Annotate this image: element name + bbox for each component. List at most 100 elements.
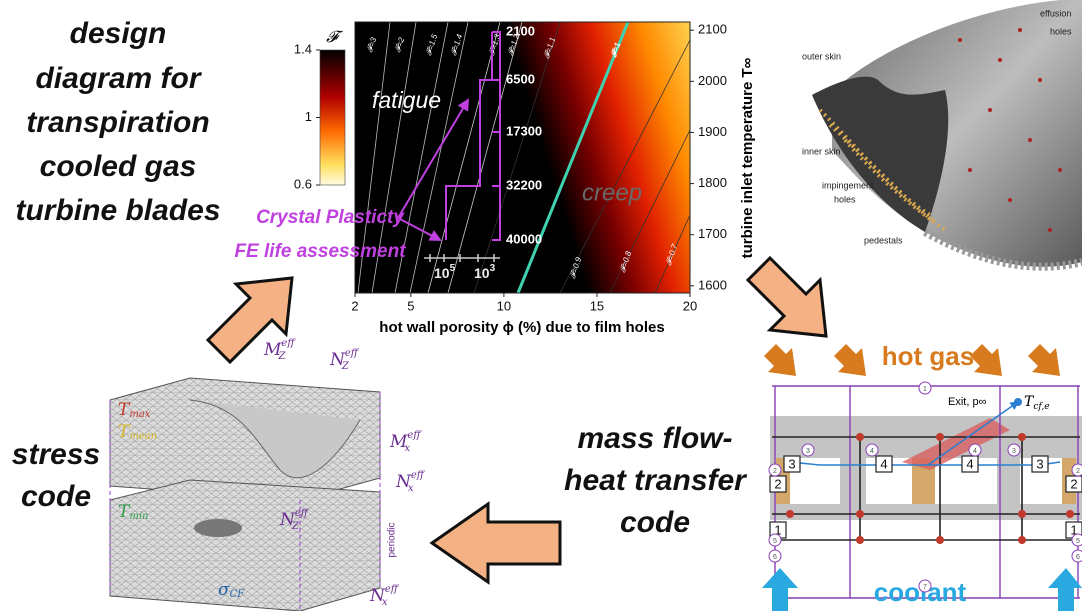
resistance-label: 2 [1070,476,1077,491]
y-tick-label: 1700 [698,226,727,241]
effusion-holes-part [958,38,962,42]
design-caption: design diagram for transpiration cooled … [15,17,220,227]
coolant-label: coolant [874,577,967,607]
lower-block [110,480,380,611]
x-axis-label: hot wall porosity ϕ (%) due to film hole… [379,319,664,336]
x-tick-label: 2 [351,298,358,313]
blade-label: impingement [822,180,874,190]
junctions-part [786,510,794,518]
subscript: x [408,483,414,494]
exit-temperature: Tcf,e [1024,394,1050,412]
node-label: 6 [773,554,777,561]
effusion-holes-part [1028,138,1032,142]
subscript: Z [277,351,286,362]
effusion-holes-part [1058,168,1062,172]
x-tick-label: 20 [683,298,697,313]
junctions-part [1018,433,1026,441]
resistance-label: 4 [966,456,973,471]
design-chart: 𝓕=3𝓕=2𝓕=1.5𝓕=1.4𝓕=1.3𝓕=1.2𝓕=1.1𝓕=1𝓕=0.9𝓕… [234,22,756,336]
arrow-down-right [748,258,826,336]
region-label: creep [582,179,642,206]
superscript: eff [407,430,422,441]
y-tick-label: 2000 [698,73,727,88]
effusion-holes-part [1008,198,1012,202]
flow-caption: mass flow- heat transfer code [564,422,748,539]
y-tick-label: 1600 [698,277,727,292]
region-label: fatigue [372,87,441,113]
node-label: 5 [773,538,777,545]
node-label: 1 [923,386,927,393]
life-label: 32200 [506,177,542,192]
colorbar-tick-label: 1.4 [294,41,312,56]
x-tick-label: 10 [497,298,511,313]
junctions-part [856,433,864,441]
subscript: mean [129,431,157,442]
effusion-holes-part [1038,78,1042,82]
node-label: 6 [1076,554,1080,561]
life-label: 40000 [506,231,542,246]
effusion-holes-part [988,108,992,112]
caption-line: diagram for [35,62,202,95]
x-tick-label: 5 [407,298,414,313]
hot-gas-arrows-part [764,344,796,376]
body: design diagram for transpiration cooled … [0,0,1082,611]
subscript: Z [291,521,300,532]
node-label: 3 [1012,448,1016,455]
junctions-part [856,510,864,518]
blade-label: holes [1050,26,1072,36]
junctions-part [1018,536,1026,544]
blade-label: outer skin [802,51,841,61]
junctions-part [856,536,864,544]
blade-illustration: outer skin effusion holes inner skin imp… [802,0,1082,267]
node-label: 2 [1076,468,1080,475]
superscript: eff [345,348,360,359]
base: 10 [474,265,490,281]
arrow-left [432,504,560,582]
colorbar [320,50,345,185]
stress-model: Tmax Tmean Tmin MeffZ NeffZ Meffx Neffx … [110,338,426,611]
junctions-part [1018,510,1026,518]
blade-label: pedestals [864,235,903,245]
caption-line: turbine blades [15,194,220,227]
colorbar-label: 𝓕 [326,29,344,46]
exit-label: Exit, p∞ [948,396,986,408]
blade-label: inner skin [802,146,841,156]
resistance-label: 4 [880,456,887,471]
x-tick-label: 15 [590,298,604,313]
caption-line: design [70,17,167,50]
life-label: 6500 [506,71,535,86]
figure: design diagram for transpiration cooled … [0,0,1082,611]
node-label: 5 [1076,538,1080,545]
coolant-arrows-part [762,568,798,611]
resistance-label: 3 [1036,456,1043,471]
node-label: 7 [923,584,927,591]
method-label: FE life assessment [234,241,406,262]
exponent: 5 [450,263,456,274]
resistance-label: 2 [774,476,781,491]
superscript: eff [385,584,400,595]
exponent: 3 [490,263,496,274]
effusion-holes-part [1018,28,1022,32]
subscript: x [382,597,388,608]
y-tick-label: 2100 [698,22,727,37]
blade-label: effusion [1040,8,1071,18]
node-label: 3 [806,448,810,455]
periodic-label: periodic [387,522,398,557]
base: σ [218,580,230,600]
effusion-holes-part [1048,228,1052,232]
subscript: max [129,409,150,420]
caption-line: cooled gas [40,150,197,183]
film-hole [194,519,242,537]
junctions-part [936,433,944,441]
hot-gas-arrows-part [1028,344,1060,376]
node-label: 4 [973,448,977,455]
junctions-part [1066,510,1074,518]
y-axis-label: turbine inlet temperature T∞ [739,57,756,258]
life-label: 17300 [506,123,542,138]
superscript: eff [295,508,310,519]
method-label: Crystal Plasticty [256,207,405,228]
subscript: CF [230,589,246,600]
